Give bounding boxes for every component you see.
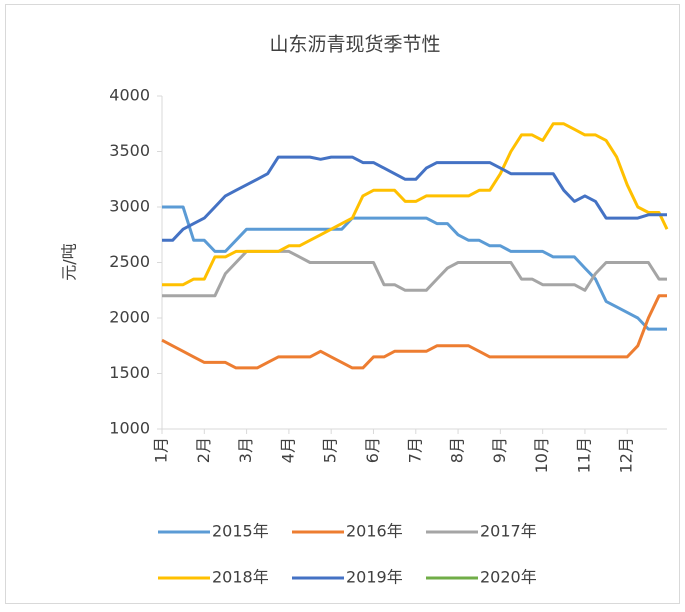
y-tick-label: 2500 [109, 252, 150, 271]
x-tick-label: 7月 [405, 437, 424, 463]
series-line [162, 122, 669, 287]
x-tick-label: 6月 [363, 437, 382, 463]
y-tick-label: 1000 [109, 419, 150, 438]
legend-label: 2015年 [212, 522, 269, 541]
series-line [161, 294, 667, 370]
legend-label: 2020年 [480, 568, 537, 587]
legend-label: 2018年 [212, 568, 269, 587]
y-tick-label: 3000 [109, 197, 150, 216]
chart-frame [5, 4, 680, 604]
chart-title: 山东沥青现货季节性 [269, 34, 440, 56]
series-line [162, 155, 667, 242]
x-tick-label: 2月 [194, 437, 213, 463]
series-line [162, 205, 667, 331]
x-tick-label: 1月 [152, 437, 171, 463]
x-tick-label: 10月 [532, 437, 551, 473]
x-tick-label: 3月 [236, 437, 255, 463]
x-tick-label: 12月 [617, 437, 636, 473]
legend-label: 2019年 [346, 568, 403, 587]
x-tick-label: 5月 [321, 437, 340, 463]
y-axis-label: 元/吨 [60, 243, 79, 280]
x-tick-label: 4月 [278, 437, 297, 463]
x-tick-label: 11月 [574, 437, 593, 473]
legend-label: 2017年 [480, 522, 537, 541]
y-tick-label: 1500 [109, 363, 150, 382]
y-tick-label: 2000 [109, 308, 150, 327]
legend-label: 2016年 [346, 522, 403, 541]
x-tick-label: 9月 [490, 437, 509, 463]
x-tick-label: 8月 [448, 437, 467, 463]
y-tick-label: 3500 [109, 141, 150, 160]
y-tick-label: 4000 [109, 86, 150, 105]
